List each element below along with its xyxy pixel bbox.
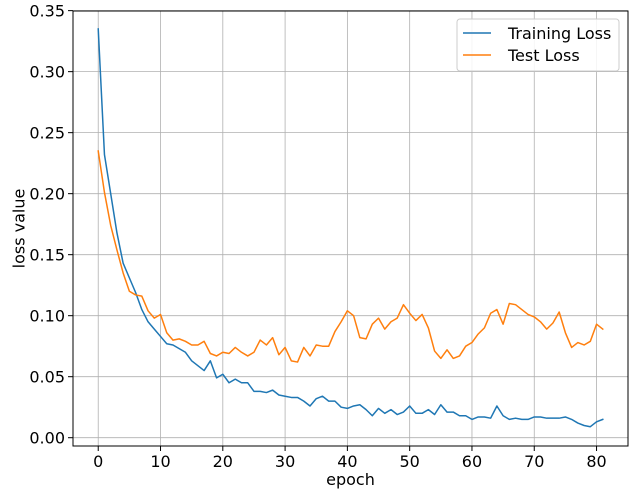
y-axis-title: loss value [10,189,29,269]
series-line-test-loss [97,150,604,363]
legend-label: Training Loss [507,24,611,43]
legend-label: Test Loss [507,46,580,65]
y-tick-label: 0.25 [29,124,65,143]
x-tick-label: 10 [150,452,170,471]
plot-frame [72,10,629,447]
series-line-training-loss [97,28,604,428]
y-tick-label: 0.35 [29,2,65,21]
y-axis-ticks: 0.00 0.05 0.10 0.15 0.20 0.25 0.30 0.35 [29,2,73,448]
y-tick-label: 0.05 [29,368,65,387]
x-tick-label: 70 [524,452,544,471]
y-tick-label: 0.10 [29,307,65,326]
x-tick-label: 60 [462,452,482,471]
x-tick-label: 40 [337,452,357,471]
y-tick-label: 0.30 [29,63,65,82]
series-layer [97,28,604,428]
x-tick-label: 20 [213,452,233,471]
x-axis-ticks: 0 10 20 30 40 50 60 70 80 [93,446,607,471]
x-tick-label: 0 [93,452,103,471]
legend: Training Loss Test Loss [456,18,620,72]
y-tick-label: 0.00 [29,429,65,448]
legend-box [456,18,620,72]
y-tick-label: 0.20 [29,185,65,204]
x-tick-label: 50 [399,452,419,471]
x-tick-label: 80 [586,452,606,471]
x-tick-label: 30 [275,452,295,471]
x-axis-title: epoch [326,470,375,489]
y-tick-label: 0.15 [29,246,65,265]
